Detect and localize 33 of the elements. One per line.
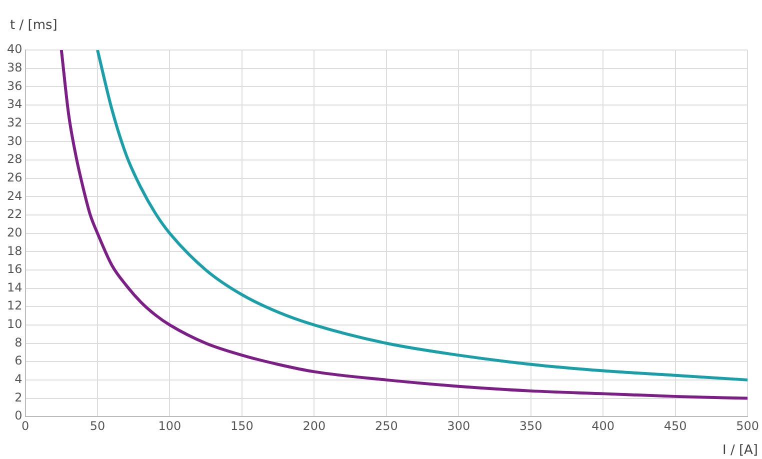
y-tick-label: 24 bbox=[6, 188, 22, 203]
x-tick-label: 150 bbox=[230, 418, 254, 433]
y-tick-label: 14 bbox=[6, 280, 22, 294]
x-tick-label: 50 bbox=[90, 418, 106, 433]
y-tick-label: 30 bbox=[6, 134, 22, 148]
y-axis-title: t / [ms] bbox=[10, 18, 58, 33]
y-tick-label: 34 bbox=[6, 97, 22, 112]
y-tick-label: 26 bbox=[6, 170, 22, 184]
x-tick-label: 300 bbox=[447, 418, 470, 433]
x-tick-label: 450 bbox=[664, 418, 687, 433]
x-tick-label: 350 bbox=[519, 418, 542, 433]
x-tick-label: 200 bbox=[302, 418, 326, 433]
y-tick-label: 40 bbox=[6, 42, 22, 56]
y-tick-label: 22 bbox=[6, 207, 22, 222]
y-tick-label: 16 bbox=[6, 262, 22, 276]
y-tick-label: 18 bbox=[6, 244, 22, 258]
x-tick-label: 250 bbox=[374, 418, 398, 433]
y-tick-label: 32 bbox=[6, 115, 22, 130]
x-tick-label: 400 bbox=[592, 418, 615, 433]
y-tick-label: 10 bbox=[6, 317, 22, 332]
y-tick-label: 2 bbox=[14, 390, 22, 404]
y-tick-label: 4 bbox=[14, 372, 22, 386]
y-tick-label: 8 bbox=[14, 335, 22, 350]
y-tick-label: 28 bbox=[6, 152, 22, 166]
y-tick-label: 12 bbox=[6, 298, 22, 313]
x-tick-label: 500 bbox=[736, 418, 759, 433]
y-tick-label: 0 bbox=[14, 408, 22, 423]
y-tick-label: 6 bbox=[14, 354, 22, 368]
y-tick-label: 38 bbox=[6, 60, 22, 74]
x-axis-title: I / [A] bbox=[722, 442, 758, 458]
y-tick-label: 20 bbox=[6, 225, 22, 240]
x-tick-label: 100 bbox=[158, 418, 182, 433]
y-tick-label: 36 bbox=[6, 78, 22, 93]
